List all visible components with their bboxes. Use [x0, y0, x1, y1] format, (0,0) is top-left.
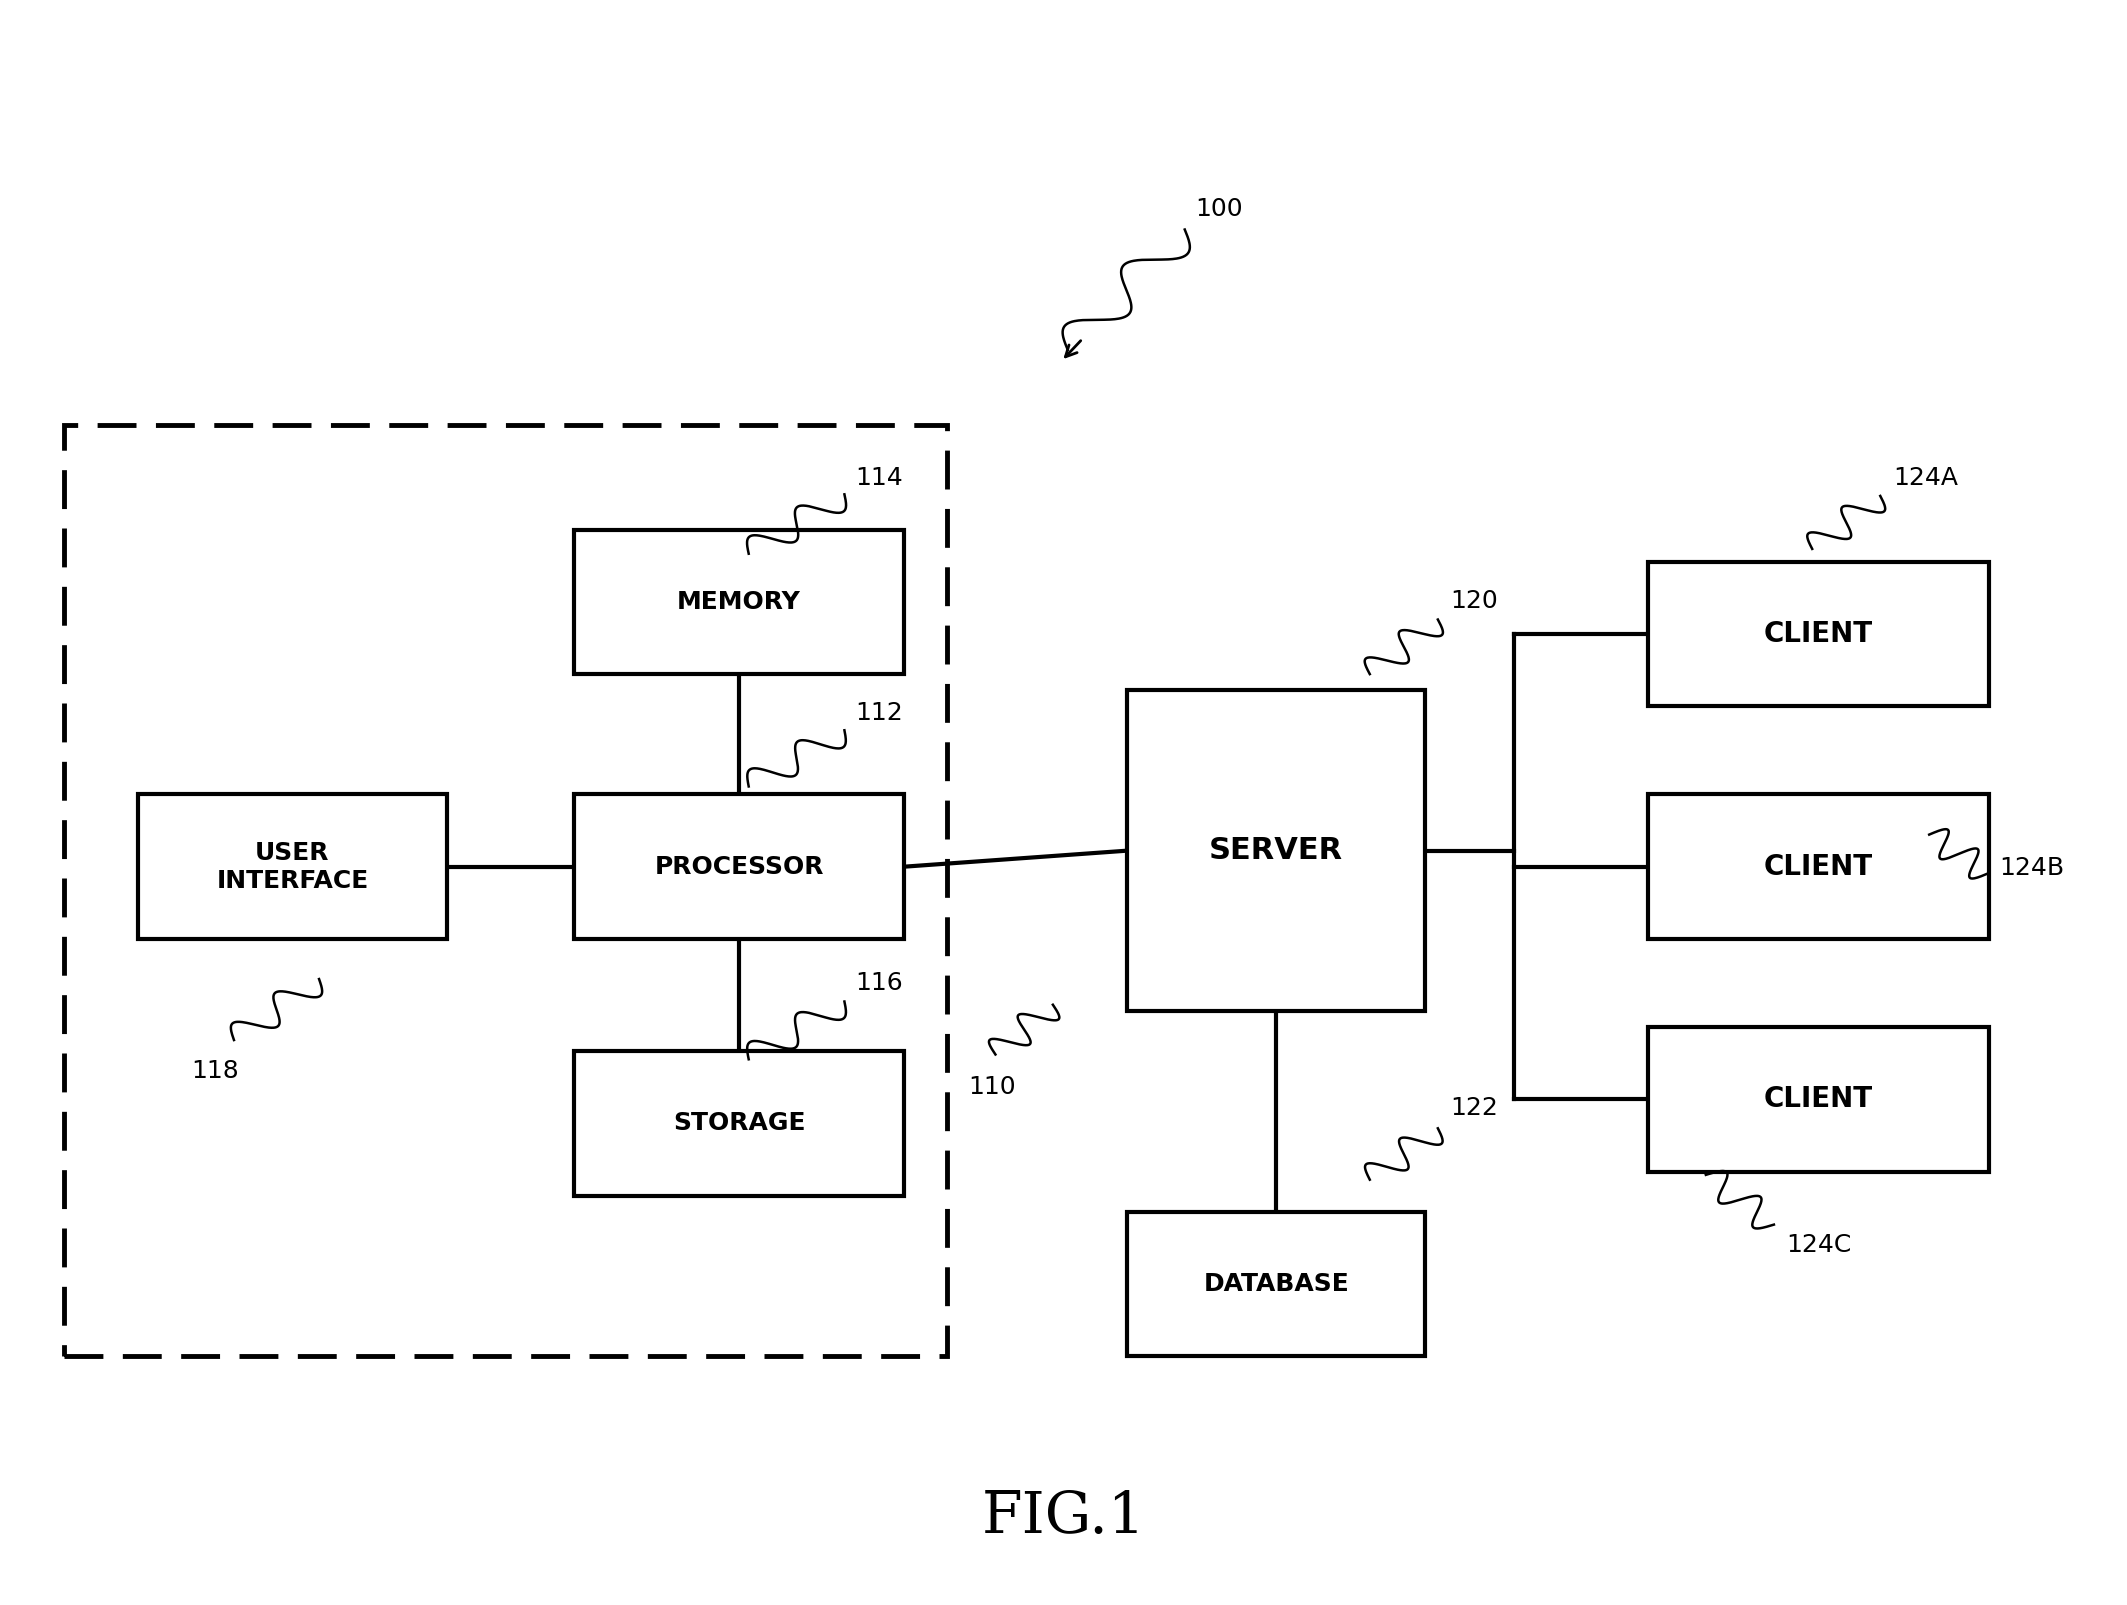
Text: 114: 114: [855, 465, 902, 490]
Text: 124A: 124A: [1893, 465, 1959, 490]
Text: 124C: 124C: [1787, 1233, 1853, 1257]
Text: 124B: 124B: [1999, 855, 2065, 880]
Bar: [574, 1051, 904, 1196]
Text: SERVER: SERVER: [1208, 836, 1344, 865]
Text: 116: 116: [855, 971, 902, 995]
Bar: [1648, 794, 1989, 939]
Bar: [138, 794, 447, 939]
Bar: [1648, 1027, 1989, 1172]
Text: MEMORY: MEMORY: [676, 591, 802, 613]
Text: 120: 120: [1451, 589, 1497, 613]
Text: CLIENT: CLIENT: [1763, 620, 1874, 648]
Text: STORAGE: STORAGE: [672, 1112, 806, 1135]
Text: 100: 100: [1195, 197, 1242, 221]
Text: USER
INTERFACE: USER INTERFACE: [217, 841, 368, 892]
Bar: [574, 530, 904, 674]
Bar: [1648, 562, 1989, 706]
Text: PROCESSOR: PROCESSOR: [655, 855, 823, 878]
Bar: [1127, 1212, 1425, 1356]
Text: 112: 112: [855, 701, 902, 725]
Text: 118: 118: [191, 1059, 238, 1083]
Text: CLIENT: CLIENT: [1763, 1085, 1874, 1114]
Text: 110: 110: [968, 1075, 1015, 1099]
Text: DATABASE: DATABASE: [1204, 1273, 1349, 1295]
Bar: [574, 794, 904, 939]
Bar: [64, 425, 947, 1356]
Text: CLIENT: CLIENT: [1763, 852, 1874, 881]
Text: 122: 122: [1451, 1096, 1500, 1120]
Text: FIG.1: FIG.1: [981, 1489, 1146, 1544]
Bar: [1127, 690, 1425, 1011]
